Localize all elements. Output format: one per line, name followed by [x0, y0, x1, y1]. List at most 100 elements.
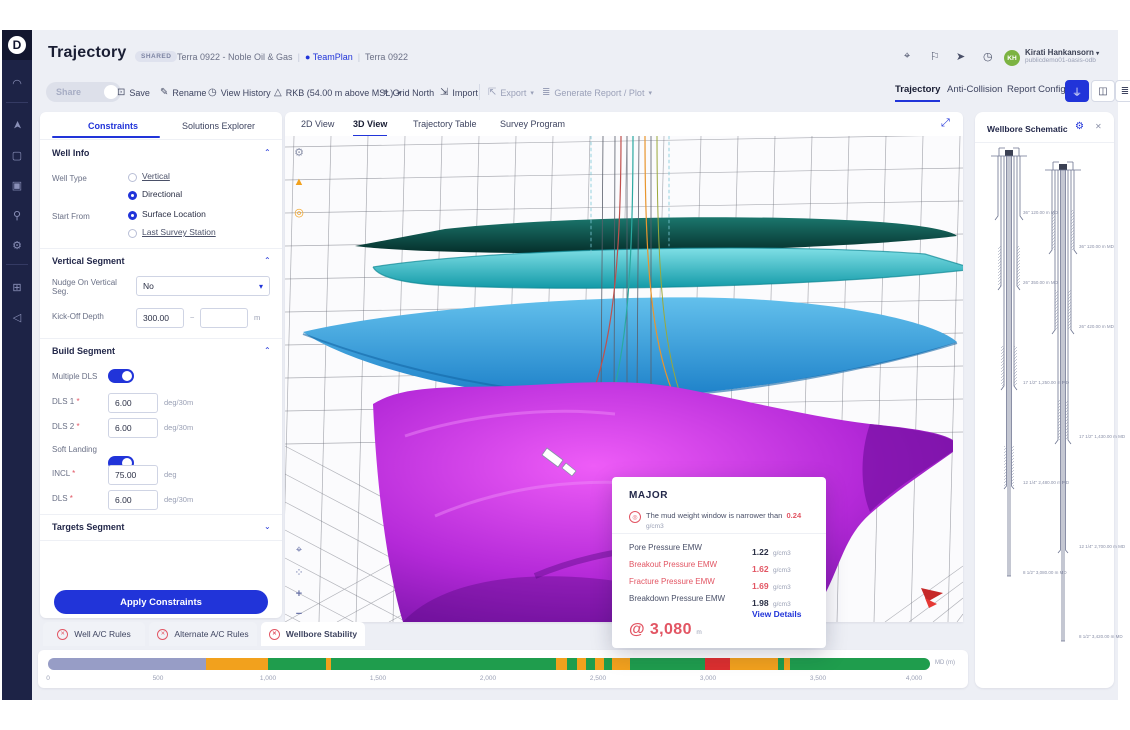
rkb-dropdown[interactable]: △ RKB (54.00 m above MSL) ▾ — [274, 87, 401, 98]
casing-label: 36" 120.00 m MD — [1023, 210, 1058, 215]
navigate-icon[interactable]: ➤ — [956, 51, 966, 63]
kickoff-from-input[interactable]: 300.00 — [136, 308, 184, 328]
radio-last-survey-station[interactable] — [128, 229, 137, 238]
scene-settings-icon[interactable]: ⚙ — [294, 146, 304, 159]
divider — [612, 533, 826, 534]
incl-input[interactable]: 75.00 — [108, 465, 158, 485]
timeline-segment-green — [331, 658, 557, 670]
fit-view-icon[interactable]: ⁘ — [294, 566, 304, 579]
wellbore-schematic-toggle[interactable]: ⏚ — [1065, 80, 1089, 102]
grid-north-button[interactable]: ⌖ Grid North — [383, 87, 435, 98]
doc-icon: ≣ — [1120, 85, 1130, 97]
tab-survey-program[interactable]: Survey Program — [500, 119, 566, 129]
orientation-axes-icon[interactable]: ⌖ — [295, 543, 303, 556]
tab-trajectory-table[interactable]: Trajectory Table — [413, 119, 477, 129]
nudge-select[interactable]: No ▾ — [136, 276, 270, 296]
rename-button[interactable]: ✎ Rename — [160, 87, 207, 98]
dls2-input[interactable]: 6.00 — [108, 418, 158, 438]
chevron-up-icon[interactable]: ⌃ — [264, 148, 271, 157]
breadcrumb-team[interactable]: ● TeamPlan — [304, 52, 353, 62]
panels-toggle[interactable]: ◫ — [1091, 80, 1115, 102]
tab-2d-view[interactable]: 2D View — [301, 119, 335, 129]
tasks-icon[interactable]: ▢ — [11, 149, 23, 162]
zoom-in-button[interactable]: + — [295, 588, 303, 600]
import-button[interactable]: ⇲ Import — [440, 87, 478, 98]
tab-trajectory[interactable]: Trajectory — [895, 84, 941, 102]
close-icon[interactable]: ✕ — [1095, 122, 1102, 131]
doc-toggle[interactable]: ≣ — [1115, 80, 1130, 102]
share-button[interactable]: Share — [46, 82, 121, 102]
kickoff-to-input[interactable] — [200, 308, 248, 328]
dls2-label: DLS 2 * — [52, 422, 80, 431]
radio-directional[interactable] — [128, 191, 137, 200]
rig-icon[interactable]: ⚲ — [12, 209, 22, 222]
surface-blue — [303, 297, 957, 399]
view-history-button[interactable]: ◷ View History — [208, 87, 271, 98]
caret-down-icon: ▾ — [258, 281, 263, 291]
well-type-label: Well Type — [52, 174, 87, 183]
tab-alternate-ac-rules[interactable]: ✕ Alternate A/C Rules — [149, 622, 257, 646]
dls1-input[interactable]: 6.00 — [108, 393, 158, 413]
avatar[interactable]: KH — [1004, 50, 1020, 66]
view-details-link[interactable]: View Details — [752, 609, 802, 619]
user-menu[interactable]: Kirati Hankansorn ▾ publicdemo01-oasis-o… — [1025, 48, 1099, 64]
divider — [40, 248, 282, 249]
dls-input[interactable]: 6.00 — [108, 490, 158, 510]
flag-icon[interactable]: ⚐ — [930, 51, 940, 63]
tab-solutions-explorer[interactable]: Solutions Explorer — [182, 121, 256, 131]
tab-3d-view[interactable]: 3D View — [353, 119, 388, 137]
radio-surface-location[interactable] — [128, 211, 137, 220]
screens-icon[interactable]: ⊞ — [12, 281, 22, 294]
incl-unit: deg — [164, 470, 177, 479]
pressure-row-label: Pore Pressure EMW — [629, 543, 702, 552]
chevron-down-icon[interactable]: ⌄ — [264, 522, 271, 531]
section-well-info[interactable]: Well Info — [52, 148, 90, 158]
chevron-up-icon[interactable]: ⌃ — [264, 346, 271, 355]
left-nav-rail: D ◠ ➤ ▢ ▣ ⚲ ⚙ ⊞ ◁ — [2, 30, 32, 700]
annotations-icon[interactable]: ▲ — [293, 176, 305, 188]
settings-icon[interactable]: ⚙ — [12, 239, 22, 252]
expand-view-icon[interactable]: ⤢ — [941, 117, 950, 129]
start-from-label: Start From — [52, 212, 90, 221]
radio-vertical[interactable] — [128, 173, 137, 182]
zoom-out-button[interactable]: − — [295, 608, 303, 620]
vertical-option-label[interactable]: Vertical — [142, 171, 170, 181]
error-badge-icon: ✕ — [268, 628, 280, 640]
breadcrumb-project[interactable]: Terra 0922 - Noble Oil & Gas — [177, 52, 293, 62]
last-survey-station-label[interactable]: Last Survey Station — [142, 227, 216, 237]
timeline-bar[interactable] — [48, 658, 930, 670]
save-button[interactable]: ⊡ Save — [117, 87, 150, 98]
section-targets-segment[interactable]: Targets Segment — [52, 522, 125, 532]
timeline-segment-green — [789, 658, 930, 670]
tab-well-ac-rules[interactable]: ✕ Well A/C Rules — [43, 622, 145, 646]
casing-label: 8 1/2" 3,420.00 m MD — [1079, 634, 1123, 639]
trajectory-compass-icon[interactable]: ➤ — [11, 120, 24, 130]
section-build-segment[interactable]: Build Segment — [52, 346, 116, 356]
constraints-panel: Constraints Solutions Explorer Well Info… — [40, 112, 282, 618]
export-dropdown[interactable]: ⇱ Export ▾ — [488, 87, 534, 98]
compass-overlay-icon[interactable]: ◎ — [294, 206, 304, 219]
app-logo[interactable]: D — [2, 30, 32, 60]
tab-anti-collision[interactable]: Anti-Collision — [947, 84, 1003, 95]
chevron-up-icon[interactable]: ⌃ — [264, 256, 271, 265]
timeline-tick: 4,000 — [905, 675, 923, 682]
generate-report-dropdown[interactable]: ≣ Generate Report / Plot ▾ — [542, 87, 652, 98]
dashboard-icon[interactable]: ◠ — [12, 77, 22, 90]
popup-title: MAJOR — [629, 490, 669, 501]
help-icon[interactable]: ◷ — [983, 51, 993, 63]
timeline-segment-green — [630, 658, 706, 670]
modules-icon[interactable]: ▣ — [11, 179, 23, 192]
timeline-segment-gray — [48, 658, 206, 670]
multiple-dls-toggle[interactable] — [108, 369, 134, 383]
announcements-icon[interactable]: ◁ — [12, 311, 22, 324]
schematic-title: Wellbore Schematic — [987, 124, 1068, 134]
tab-report-config[interactable]: Report Config — [1007, 84, 1066, 95]
breadcrumb-well[interactable]: Terra 0922 — [364, 52, 408, 62]
section-vertical-segment[interactable]: Vertical Segment — [52, 256, 125, 266]
schematic-settings-icon[interactable]: ⚙ — [1075, 121, 1084, 132]
apply-constraints-button[interactable]: Apply Constraints — [54, 590, 268, 614]
tab-constraints[interactable]: Constraints — [88, 121, 139, 131]
well-1-casings — [991, 147, 1027, 577]
tab-wellbore-stability[interactable]: ✕ Wellbore Stability — [261, 622, 365, 646]
location-icon[interactable]: ⌖ — [904, 50, 911, 62]
